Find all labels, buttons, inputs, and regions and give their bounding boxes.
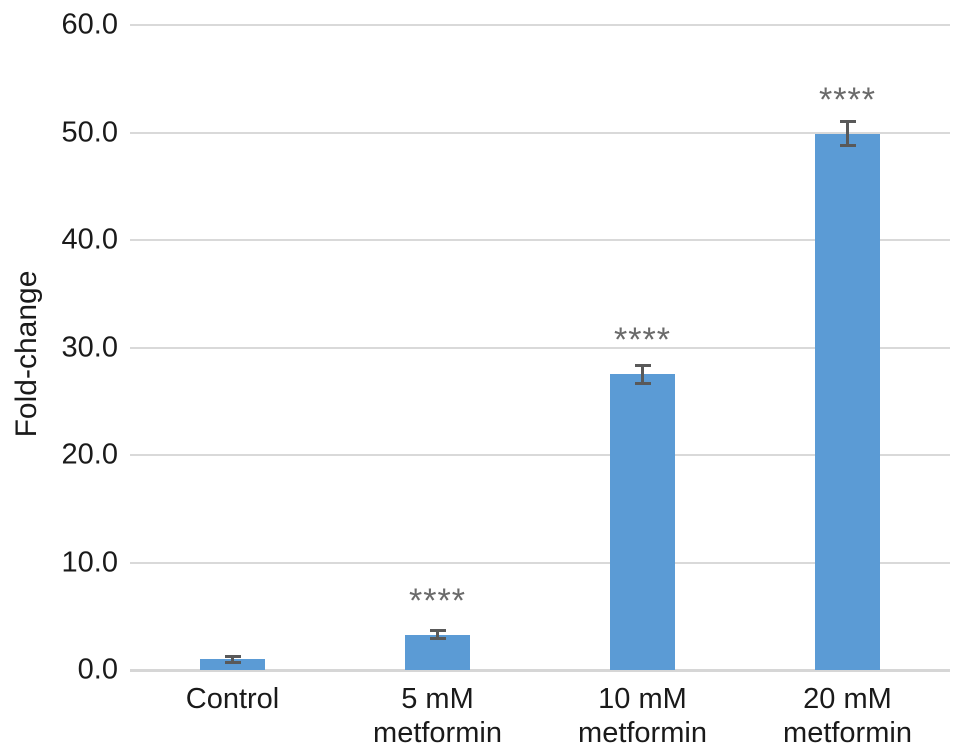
x-category-label-line: metformin — [783, 717, 912, 749]
gridline — [130, 454, 950, 456]
error-bar-bottom-cap — [634, 381, 651, 385]
y-tick-label: 30.0 — [61, 331, 118, 363]
y-tick-label: 50.0 — [61, 116, 118, 148]
x-category-label-line: Control — [185, 683, 280, 715]
error-bar-vertical — [231, 657, 234, 661]
x-category-label-line: 10 mM — [598, 683, 687, 715]
y-tick-label: 60.0 — [61, 8, 118, 41]
error-bar-vertical — [436, 632, 439, 637]
y-tick-label: 20.0 — [61, 438, 118, 471]
gridline — [130, 239, 950, 241]
x-category-label-line: 20 mM — [803, 683, 892, 715]
bar — [200, 659, 265, 670]
gridline — [130, 131, 950, 134]
y-tick-label: 10.0 — [61, 546, 118, 578]
x-category-label: 5 mM metformin — [328, 682, 548, 750]
error-bar-vertical — [846, 122, 849, 145]
error-bar-top-cap — [429, 629, 446, 633]
error-bar-top-cap — [224, 654, 241, 658]
x-category-label: 20 mM metformin — [738, 682, 958, 750]
error-bar-vertical — [641, 366, 644, 382]
bar — [610, 374, 675, 670]
x-category-label-line: metformin — [578, 717, 707, 749]
y-tick-label: 0.0 — [77, 653, 118, 686]
error-bar-top-cap — [634, 363, 651, 367]
error-bar-top-cap — [839, 119, 856, 123]
error-bar-bottom-cap — [224, 660, 241, 664]
gridline — [130, 346, 950, 349]
y-tick-label: 40.0 — [61, 223, 118, 256]
error-bar-bottom-cap — [839, 144, 856, 148]
significance-label: **** — [614, 321, 671, 360]
significance-label: **** — [409, 581, 466, 620]
bar — [815, 133, 880, 670]
error-bar-bottom-cap — [429, 636, 446, 640]
x-category-label-line: 5 mM — [401, 683, 474, 715]
gridline — [130, 669, 950, 672]
x-category-label: Control — [123, 682, 343, 716]
gridline — [130, 24, 950, 26]
gridline — [130, 561, 950, 564]
x-category-label-line: metformin — [373, 717, 502, 749]
significance-label: **** — [819, 80, 876, 119]
bar — [405, 634, 470, 670]
x-category-label: 10 mM metformin — [533, 682, 753, 750]
